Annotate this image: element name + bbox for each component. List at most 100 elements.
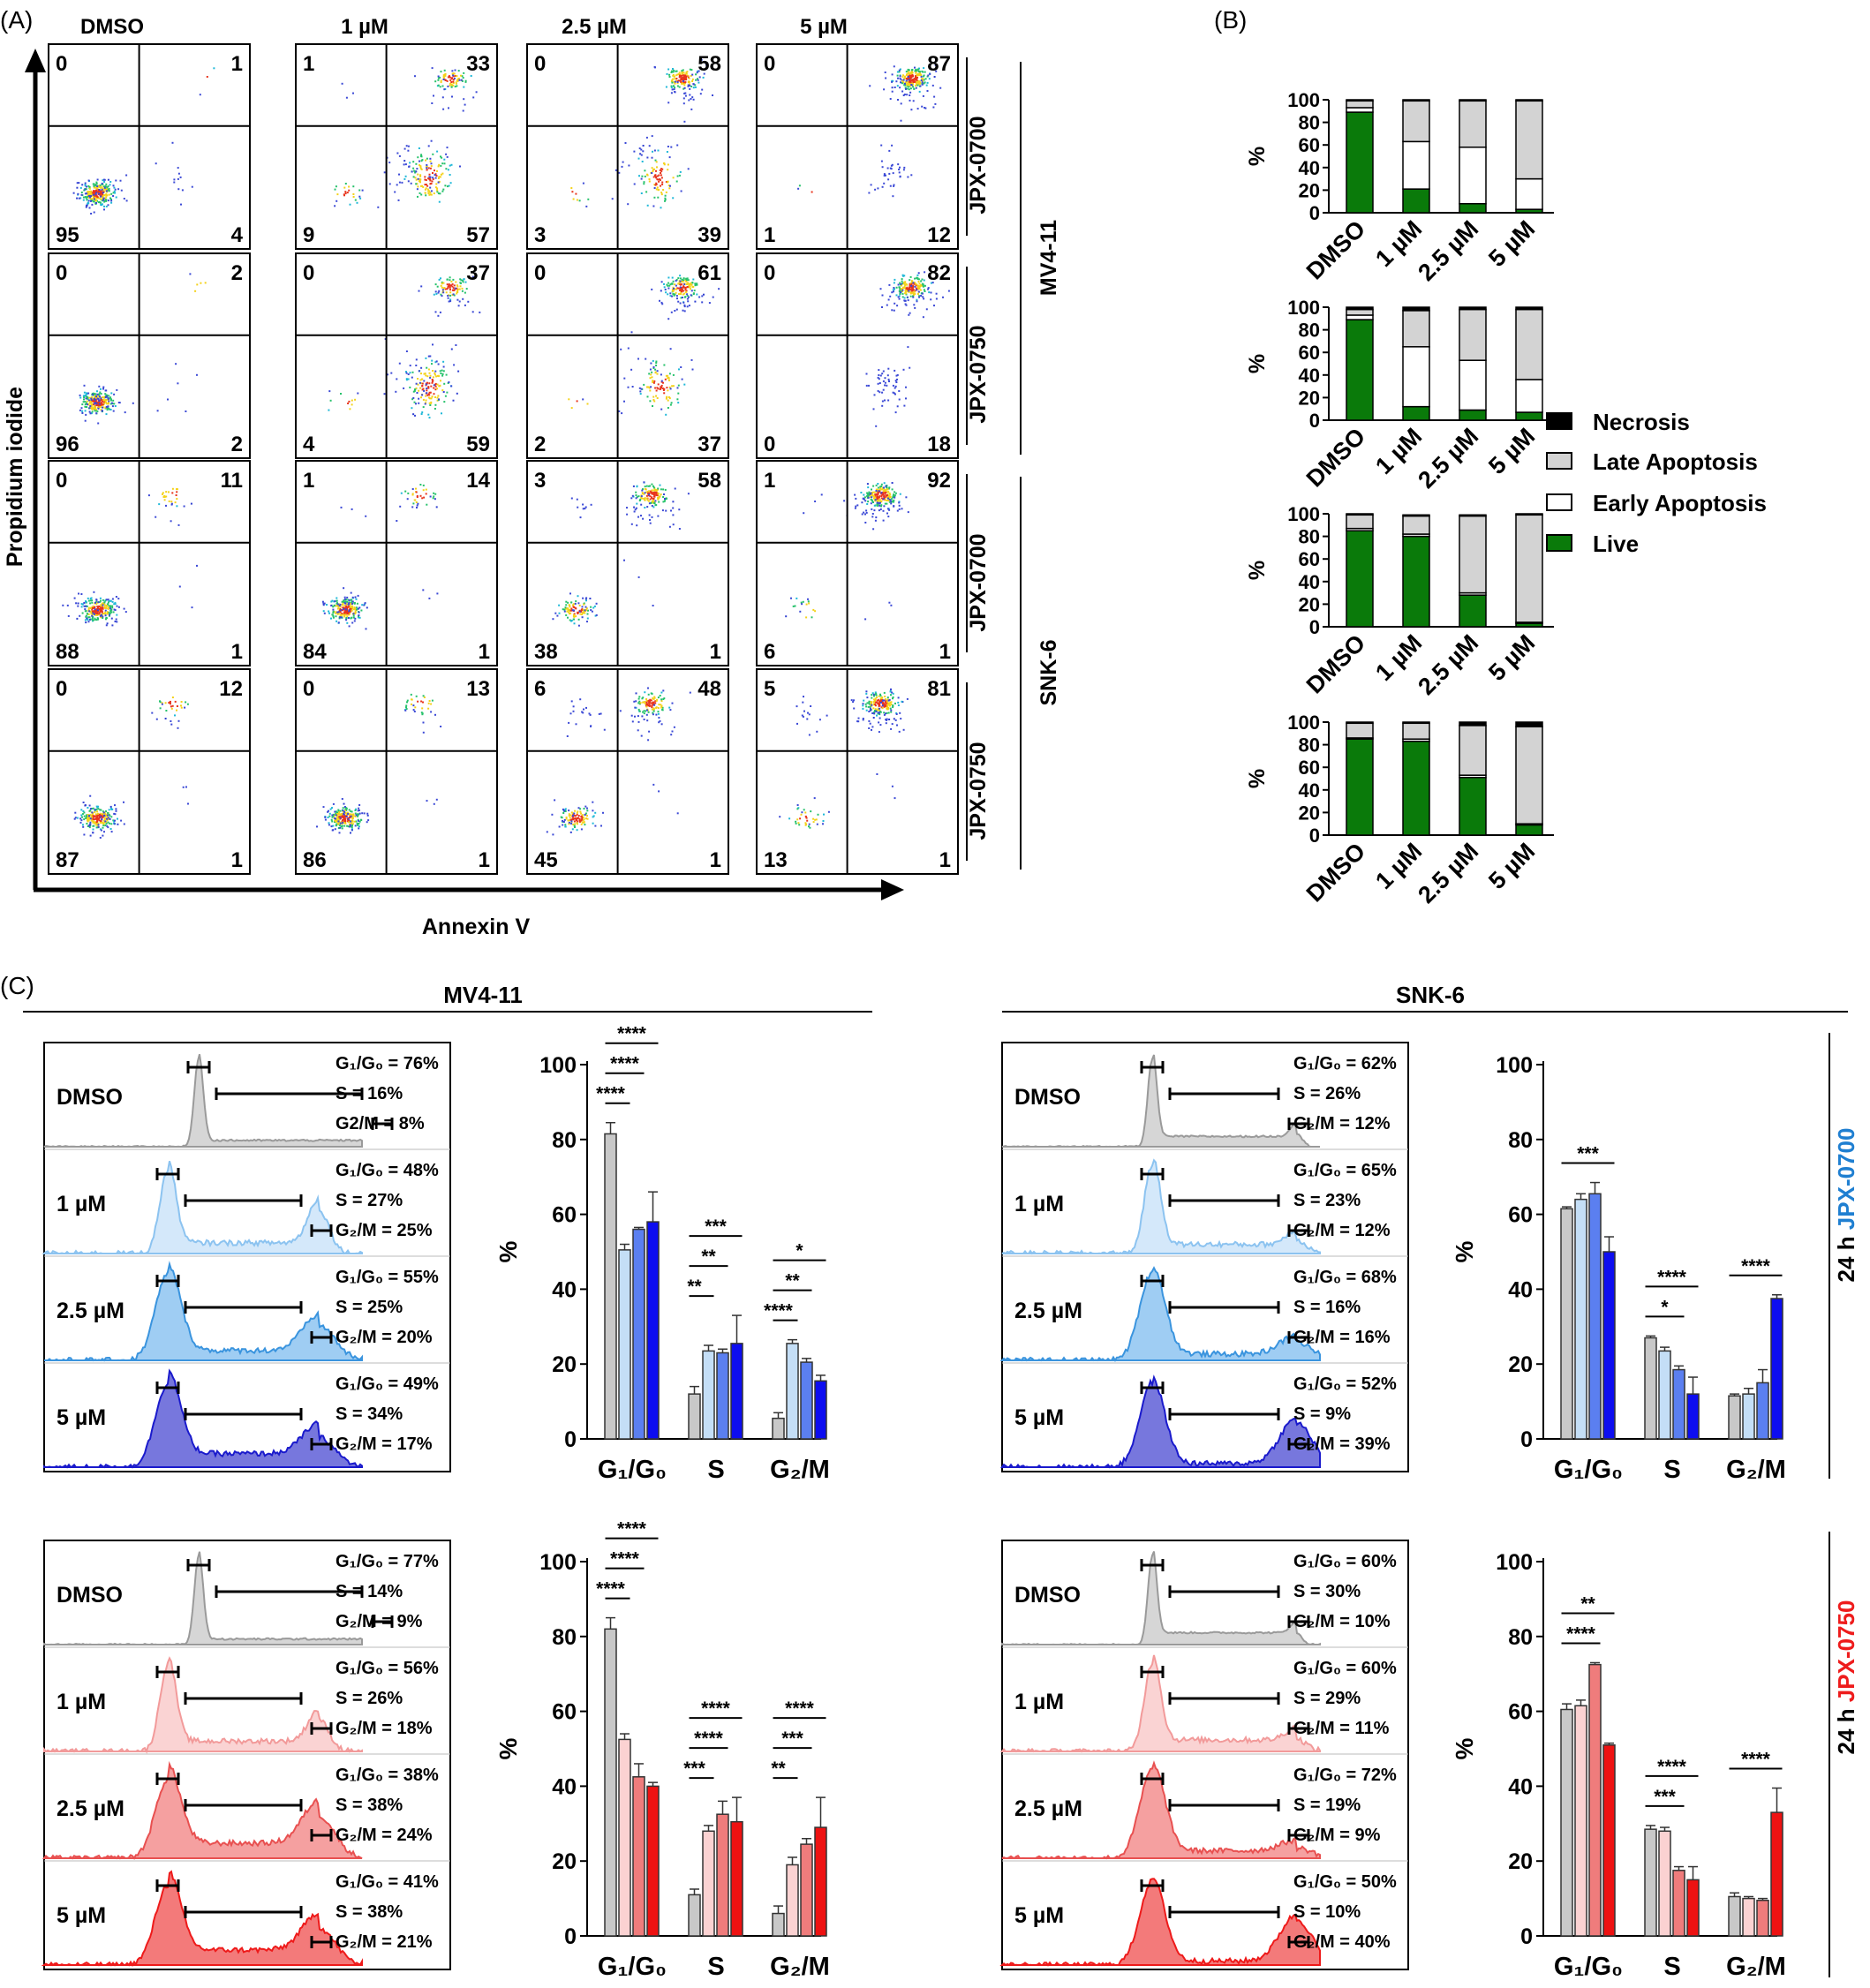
histogram-trace [999,1266,1321,1362]
dot [340,616,343,619]
dot [916,79,918,81]
dot [101,188,103,191]
y-tick-label: 60 [1299,548,1320,570]
dot [696,293,698,296]
dot [104,820,107,823]
dot [417,700,419,703]
dot [906,72,909,75]
dot [865,509,868,512]
dot [655,161,658,163]
dot [686,75,689,78]
dot [879,693,881,696]
quadrant-percent-ll: 4 [303,433,315,456]
dot [583,816,584,818]
dot [357,392,359,395]
dot [640,503,643,506]
dot [901,700,903,703]
dot [884,492,886,494]
dot [898,390,901,392]
dot [453,77,456,79]
dot [424,192,426,194]
dot [434,80,437,83]
dot [889,707,892,710]
dot [646,709,648,712]
dot [808,823,811,825]
dot [926,75,929,78]
significance-label: **** [610,1054,640,1074]
dot [449,276,451,279]
dot [919,289,922,291]
dot [814,818,817,821]
dot [94,813,97,816]
dot [94,815,96,817]
dot [450,86,453,88]
dot [570,407,573,410]
dot [879,501,881,504]
dot [437,291,440,294]
dot [436,285,439,288]
dot [633,510,636,513]
dot [100,819,102,822]
dot [334,814,336,817]
dot [434,498,436,501]
dot [107,401,109,403]
dot [897,99,899,101]
dot [894,495,896,498]
dot [578,817,581,820]
quadrant-percent-ll: 13 [764,848,788,872]
dot [432,370,434,372]
dot [594,614,597,617]
dot [657,487,660,490]
dot [110,831,113,833]
dot [422,695,425,697]
dot [86,395,88,398]
dot [901,282,904,284]
dot [87,184,90,187]
dot [450,385,453,388]
dot [103,186,106,189]
dot [85,406,87,408]
dot [346,596,349,599]
quadrant-percent-ul: 1 [764,469,775,493]
quadrant-percent-ll: 87 [56,848,79,872]
bar-segment [1346,319,1374,421]
dot [419,174,422,177]
dot [337,611,340,614]
dot [588,712,591,715]
dot [687,76,690,79]
dot [114,804,116,807]
dot [352,814,355,817]
dot [102,823,105,825]
dot [915,72,917,74]
dot [652,701,655,704]
dot [580,819,583,822]
dot [457,305,460,307]
dot [568,821,570,824]
dot [637,708,640,711]
dot [899,75,901,78]
dot [909,85,911,87]
dot [89,606,92,609]
column-header: 1 µM [341,15,388,39]
dot [896,378,898,380]
dot [107,204,109,207]
dot [659,695,661,697]
bar-segment [1402,721,1430,725]
dot [684,77,687,79]
dot [649,368,652,371]
dot [102,813,103,816]
dot [910,282,913,285]
dot [896,305,899,307]
dot [568,721,570,724]
dot [909,275,912,278]
dot [898,171,901,174]
dot [92,612,94,614]
bar [688,1393,701,1440]
dot [353,620,356,622]
dot [685,72,688,74]
dot [901,289,904,291]
dot [562,821,565,823]
dot [95,403,98,406]
dot [98,608,101,610]
